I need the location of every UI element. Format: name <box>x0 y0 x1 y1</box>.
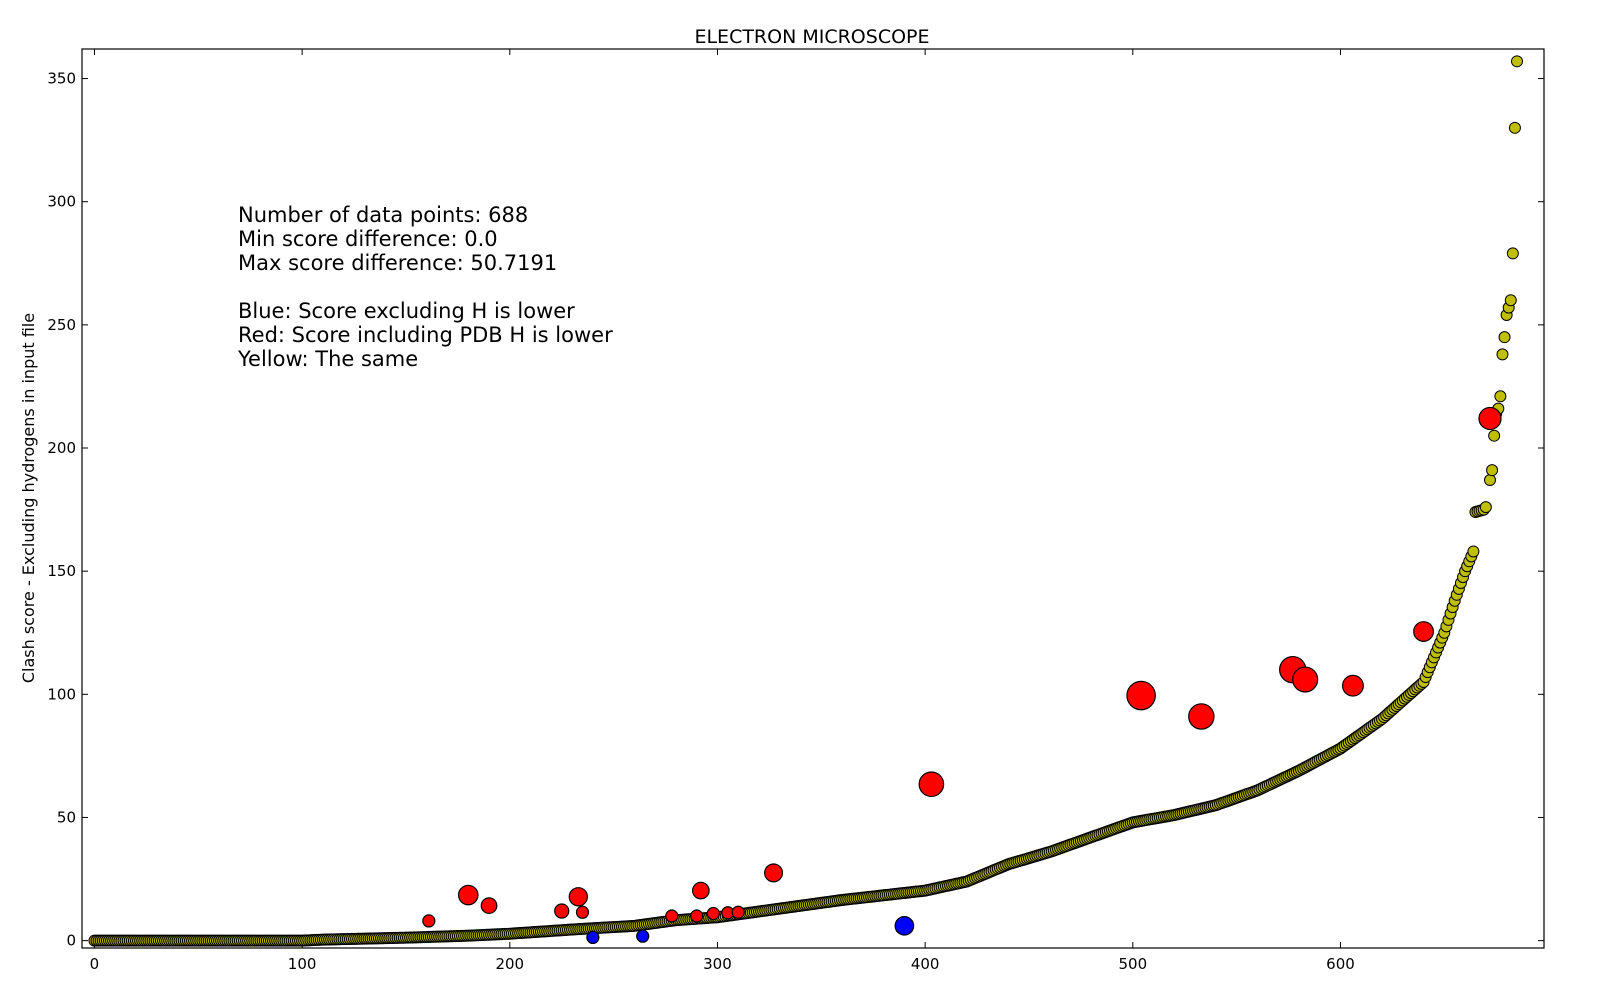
red-point <box>575 905 590 919</box>
points-group <box>88 55 1524 947</box>
yellow-point <box>1486 464 1499 477</box>
yellow-point <box>1488 429 1501 442</box>
annotation-line-3: Max score difference: 50.7191 <box>238 251 557 275</box>
y-axis-label: Clash score - Excluding hydrogens in inp… <box>19 313 38 683</box>
x-tick-label: 600 <box>1326 955 1355 973</box>
annotation-line-1: Number of data points: 688 <box>238 203 528 227</box>
red-point <box>1478 406 1502 431</box>
red-point <box>1188 703 1215 730</box>
red-point <box>1126 680 1156 711</box>
y-tick-label: 250 <box>47 316 76 334</box>
red-point <box>422 914 436 928</box>
red-point <box>731 905 745 919</box>
chart-title: ELECTRON MICROSCOPE <box>694 26 929 48</box>
x-tick-label: 400 <box>911 955 940 973</box>
y-tick-label: 100 <box>47 685 76 703</box>
yellow-point <box>1504 294 1517 307</box>
plot-frame <box>81 48 1545 949</box>
red-point <box>918 771 945 798</box>
red-point <box>1413 621 1434 642</box>
y-tick-label: 300 <box>47 193 76 211</box>
red-point <box>1341 674 1364 697</box>
x-tick-label: 300 <box>703 955 732 973</box>
y-tick-label: 200 <box>47 439 76 457</box>
red-point <box>554 903 570 919</box>
red-point <box>1292 666 1319 693</box>
red-point <box>457 884 479 906</box>
tick-group: 0 100 200 300 400 500 600 0 50 100 150 200 250 300 350 <box>47 49 1544 973</box>
annotation-line-7: Yellow: The same <box>237 347 418 371</box>
yellow-point <box>1467 545 1480 558</box>
y-tick-label: 0 <box>66 932 76 950</box>
y-tick-label: 350 <box>47 70 76 88</box>
yellow-point <box>1506 247 1519 260</box>
x-tick-label: 100 <box>288 955 317 973</box>
x-tick-label: 0 <box>90 955 100 973</box>
annotation-line-2: Min score difference: 0.0 <box>238 227 498 251</box>
red-point <box>692 881 710 900</box>
red-point <box>665 909 679 923</box>
yellow-point <box>1494 390 1507 403</box>
x-tick-label: 200 <box>495 955 524 973</box>
blue-point <box>894 915 915 936</box>
red-point <box>706 906 720 921</box>
blue-point <box>636 929 650 943</box>
yellow-point <box>1498 331 1511 344</box>
yellow-point <box>1511 55 1524 68</box>
annotation-line-5: Blue: Score excluding H is lower <box>238 299 575 323</box>
x-tick-label: 500 <box>1118 955 1147 973</box>
yellow-point <box>1484 474 1497 487</box>
red-point <box>764 863 784 883</box>
annotation-block: Number of data points: 688 Min score dif… <box>237 203 613 371</box>
yellow-point <box>1496 348 1509 361</box>
annotation-line-6: Red: Score including PDB H is lower <box>238 323 613 347</box>
yellow-point <box>1508 121 1521 134</box>
y-tick-label: 50 <box>57 808 76 826</box>
red-point <box>568 887 589 907</box>
blue-point <box>586 930 600 945</box>
yellow-point <box>1479 501 1492 514</box>
red-point <box>690 909 704 923</box>
red-point <box>480 897 498 915</box>
y-tick-label: 150 <box>47 562 76 580</box>
